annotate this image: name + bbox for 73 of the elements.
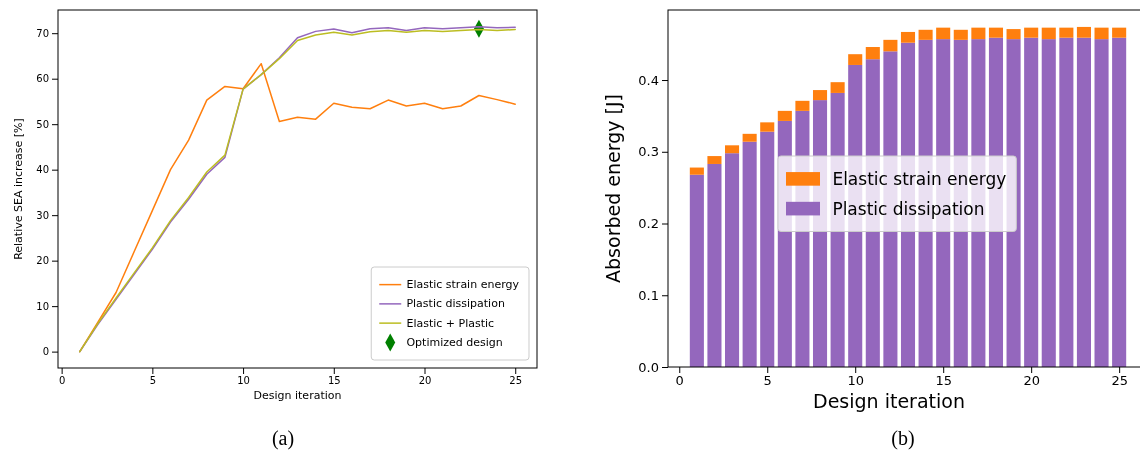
legend-label: Elastic strain energy <box>406 278 520 292</box>
legend-label: Elastic + Plastic <box>406 316 495 330</box>
bar <box>865 47 880 60</box>
x-tick-label: 5 <box>149 375 157 387</box>
bar <box>1112 37 1127 367</box>
bar <box>936 27 951 40</box>
y-axis-title: Relative SEA increase [%] <box>12 118 25 260</box>
text: (b) <box>891 427 915 450</box>
bar <box>742 133 757 142</box>
bar <box>988 27 1004 38</box>
bar <box>1094 27 1109 40</box>
x-tick-label: 25 <box>1111 373 1128 389</box>
x-tick-label: 25 <box>509 375 523 387</box>
y-tick-label: 0 <box>42 346 49 358</box>
bar <box>830 82 845 93</box>
bar <box>1076 37 1091 367</box>
bar <box>725 145 740 154</box>
bar <box>725 153 740 367</box>
y-tick-label: 20 <box>36 255 49 267</box>
bar <box>689 174 704 367</box>
y-tick-label: 0.2 <box>638 216 659 232</box>
bar <box>1094 39 1109 367</box>
x-axis-title: Design iteration <box>813 389 965 412</box>
bar <box>689 167 704 175</box>
x-tick-label: 15 <box>327 375 341 387</box>
bar <box>848 54 863 65</box>
x-tick-label: 10 <box>237 375 250 387</box>
bar <box>707 163 722 367</box>
bar <box>1076 26 1091 38</box>
text: (a) <box>271 427 295 450</box>
x-tick-label: 0 <box>675 373 684 389</box>
bar <box>883 39 898 52</box>
y-axis-title: Absorbed energy [J] <box>602 94 624 283</box>
bar <box>795 100 810 111</box>
bar <box>918 29 933 40</box>
y-tick-label: 40 <box>36 164 49 176</box>
bar <box>1059 37 1074 367</box>
y-tick-label: 0.3 <box>638 144 659 160</box>
bar <box>900 31 916 43</box>
bar <box>760 122 775 132</box>
bar <box>1006 29 1021 40</box>
y-tick-label: 10 <box>36 300 49 312</box>
bar <box>1059 27 1074 38</box>
bar <box>1112 27 1127 38</box>
x-tick-label: 15 <box>935 373 952 389</box>
bar <box>1024 37 1039 367</box>
y-tick-label: 60 <box>36 73 49 85</box>
bar <box>971 27 986 40</box>
x-tick-label: 10 <box>847 373 864 389</box>
x-tick-label: 0 <box>58 375 66 387</box>
bar <box>742 141 757 367</box>
legend-label: Plastic dissipation <box>406 297 505 311</box>
bar <box>777 110 792 121</box>
legend-label: Plastic dissipation <box>832 198 985 219</box>
y-tick-label: 0.4 <box>638 72 659 88</box>
y-tick-label: 0.0 <box>638 359 659 375</box>
y-tick-label: 50 <box>36 118 49 130</box>
bar <box>812 90 828 101</box>
x-tick-label: 5 <box>763 373 772 389</box>
legend-label: Elastic strain energy <box>832 168 1007 189</box>
x-tick-label: 20 <box>1023 373 1040 389</box>
x-tick-label: 20 <box>418 375 432 387</box>
bar <box>953 29 968 40</box>
bar <box>1024 27 1039 38</box>
bar <box>1041 39 1056 367</box>
legend-label: Optimized design <box>406 335 503 349</box>
bar <box>1041 27 1056 40</box>
x-axis-title: Design iteration <box>253 389 342 403</box>
bar <box>760 131 775 367</box>
y-tick-label: 30 <box>36 209 49 221</box>
bar <box>707 156 722 164</box>
y-tick-label: 0.1 <box>638 287 659 303</box>
y-tick-label: 70 <box>36 27 49 39</box>
